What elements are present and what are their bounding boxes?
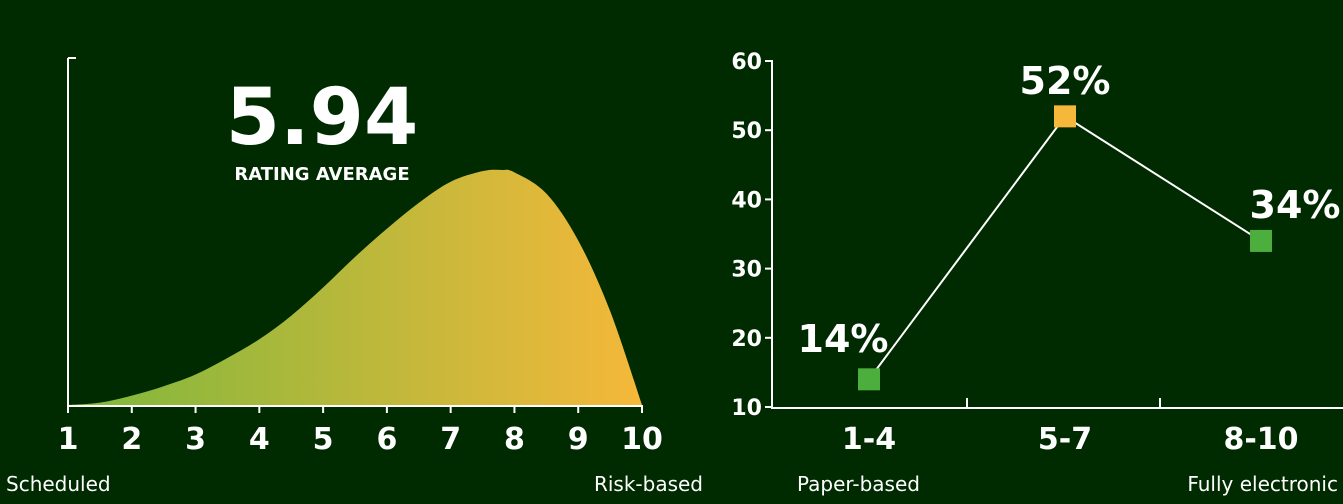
series-value-labels: 14% 52% 34%	[798, 59, 1341, 361]
left-x-tick-label: 9	[568, 422, 589, 457]
series-point	[1054, 105, 1076, 128]
right-x-tick-label: 1-4	[842, 422, 896, 457]
right-y-tick-label: 30	[731, 258, 762, 283]
left-x-tick-label: 6	[376, 422, 397, 457]
right-caption-fully-electronic: Fully electronic	[1187, 472, 1338, 496]
left-x-tick-label: 3	[185, 422, 206, 457]
right-y-tick-label: 60	[731, 50, 762, 75]
right-x-tick-label: 8-10	[1223, 422, 1298, 457]
rating-share-line-chart: 10 20 30 40 50 60 1-4 5-7 8-10 14% 52% 34% Paper-…	[731, 50, 1343, 496]
right-x-tick-label: 5-7	[1038, 422, 1092, 457]
series-line	[868, 115, 1262, 380]
right-caption-paper-based: Paper-based	[797, 472, 920, 496]
left-x-tick-label: 10	[621, 422, 663, 457]
right-y-tick-label: 10	[731, 396, 762, 421]
right-y-tick-labels: 10 20 30 40 50 60	[731, 50, 762, 421]
right-x-ticks	[966, 398, 1161, 408]
right-y-ticks	[765, 60, 772, 408]
rating-average-caption: RATING AVERAGE	[234, 164, 409, 185]
rating-distribution-chart: 1 2 3 4 5 6 7 8 9 10 5.94 RATING AVERAGE Schedule…	[6, 57, 703, 496]
left-x-tick-label: 4	[249, 422, 270, 457]
distribution-area	[68, 169, 642, 405]
series-point	[858, 368, 880, 391]
series-value-label: 52%	[1020, 59, 1111, 103]
rating-average-value: 5.94	[226, 73, 418, 163]
series-value-label: 34%	[1250, 183, 1341, 227]
series-value-label: 14%	[798, 317, 889, 361]
right-x-tick-labels: 1-4 5-7 8-10	[842, 422, 1299, 457]
left-caption-risk-based: Risk-based	[594, 472, 703, 496]
left-x-tick-label: 8	[504, 422, 525, 457]
series-point	[1250, 229, 1272, 252]
left-caption-scheduled: Scheduled	[6, 472, 111, 496]
right-y-tick-label: 50	[731, 119, 762, 144]
right-y-tick-label: 40	[731, 188, 762, 213]
left-x-ticks	[67, 406, 643, 413]
left-x-tick-label: 2	[121, 422, 142, 457]
right-y-tick-label: 20	[731, 327, 762, 352]
series-points	[858, 105, 1272, 391]
left-x-tick-labels: 1 2 3 4 5 6 7 8 9 10	[58, 422, 663, 457]
left-x-tick-label: 5	[313, 422, 334, 457]
left-x-tick-label: 7	[440, 422, 461, 457]
left-x-tick-label: 1	[58, 422, 79, 457]
